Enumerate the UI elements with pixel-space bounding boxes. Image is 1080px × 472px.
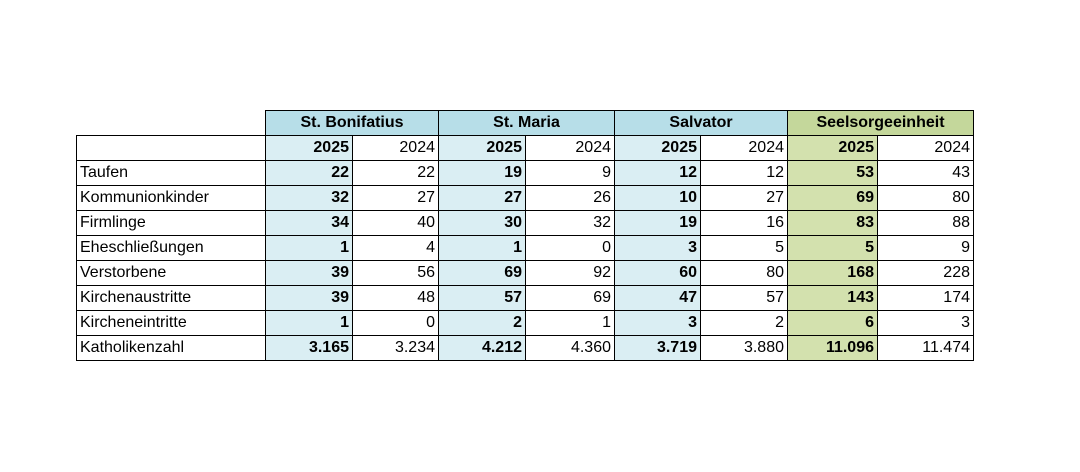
cell-value: 228 <box>877 260 974 286</box>
cell-value: 5 <box>787 235 878 261</box>
cell-value: 56 <box>352 260 439 286</box>
cell-value: 39 <box>265 285 353 311</box>
cell-value: 80 <box>700 260 788 286</box>
cell-value: 39 <box>265 260 353 286</box>
year-header: 2024 <box>525 135 615 161</box>
cell-value: 32 <box>265 185 353 211</box>
cell-value: 47 <box>614 285 701 311</box>
cell-value: 4.360 <box>525 335 615 361</box>
cell-value: 11.096 <box>787 335 878 361</box>
cell-value: 11.474 <box>877 335 974 361</box>
statistics-table: St. Bonifatius St. Maria Salvator Seelsorge… <box>76 110 974 361</box>
cell-value: 12 <box>614 160 701 186</box>
cell-value: 80 <box>877 185 974 211</box>
row-label: Firmlinge <box>76 210 266 236</box>
cell-value: 0 <box>525 235 615 261</box>
cell-value: 83 <box>787 210 878 236</box>
year-header-row: 2025 2024 2025 2024 2025 2024 2025 2024 <box>76 135 974 161</box>
cell-value: 2 <box>438 310 526 336</box>
cell-value: 22 <box>265 160 353 186</box>
empty-cell <box>77 111 266 136</box>
group-header: Seelsorgeeinheit <box>787 110 974 136</box>
cell-value: 43 <box>877 160 974 186</box>
data-row: Kircheneintritte 1 0 2 1 3 2 6 3 <box>76 310 974 336</box>
cell-value: 3.880 <box>700 335 788 361</box>
cell-value: 26 <box>525 185 615 211</box>
year-header: 2024 <box>700 135 788 161</box>
cell-value: 6 <box>787 310 878 336</box>
cell-value: 12 <box>700 160 788 186</box>
row-label: Kirchenaustritte <box>76 285 266 311</box>
cell-value: 4 <box>352 235 439 261</box>
year-header: 2025 <box>265 135 353 161</box>
cell-value: 0 <box>352 310 439 336</box>
cell-value: 19 <box>438 160 526 186</box>
empty-cell <box>76 135 266 161</box>
cell-value: 57 <box>438 285 526 311</box>
data-row: Taufen 22 22 19 9 12 12 53 43 <box>76 160 974 186</box>
cell-value: 22 <box>352 160 439 186</box>
cell-value: 32 <box>525 210 615 236</box>
cell-value: 69 <box>525 285 615 311</box>
cell-value: 48 <box>352 285 439 311</box>
cell-value: 57 <box>700 285 788 311</box>
data-row: Katholikenzahl 3.165 3.234 4.212 4.360 3.719 3… <box>76 335 974 361</box>
group-header: St. Maria <box>438 110 615 136</box>
cell-value: 40 <box>352 210 439 236</box>
row-label: Kommunionkinder <box>76 185 266 211</box>
cell-value: 27 <box>700 185 788 211</box>
cell-value: 1 <box>525 310 615 336</box>
cell-value: 34 <box>265 210 353 236</box>
year-header: 2025 <box>787 135 878 161</box>
cell-value: 1 <box>438 235 526 261</box>
row-label: Katholikenzahl <box>76 335 266 361</box>
cell-value: 53 <box>787 160 878 186</box>
cell-value: 69 <box>438 260 526 286</box>
cell-value: 3.165 <box>265 335 353 361</box>
group-header: St. Bonifatius <box>265 110 439 136</box>
cell-value: 60 <box>614 260 701 286</box>
cell-value: 2 <box>700 310 788 336</box>
table-body: St. Bonifatius St. Maria Salvator Seelsorge… <box>76 110 974 361</box>
data-row: Kommunionkinder 32 27 27 26 10 27 69 80 <box>76 185 974 211</box>
cell-value: 9 <box>525 160 615 186</box>
group-header: Salvator <box>614 110 788 136</box>
data-row: Eheschließungen 1 4 1 0 3 5 5 9 <box>76 235 974 261</box>
year-header: 2025 <box>614 135 701 161</box>
cell-value: 16 <box>700 210 788 236</box>
cell-value: 69 <box>787 185 878 211</box>
data-row: Kirchenaustritte 39 48 57 69 47 57 143 174 <box>76 285 974 311</box>
cell-value: 27 <box>438 185 526 211</box>
cell-value: 4.212 <box>438 335 526 361</box>
cell-value: 30 <box>438 210 526 236</box>
cell-value: 3 <box>614 235 701 261</box>
cell-value: 3 <box>614 310 701 336</box>
cell-value: 5 <box>700 235 788 261</box>
data-row: Firmlinge 34 40 30 32 19 16 83 88 <box>76 210 974 236</box>
cell-value: 174 <box>877 285 974 311</box>
cell-value: 9 <box>877 235 974 261</box>
cell-value: 143 <box>787 285 878 311</box>
cell-value: 3 <box>877 310 974 336</box>
row-label: Eheschließungen <box>76 235 266 261</box>
cell-value: 10 <box>614 185 701 211</box>
cell-value: 1 <box>265 310 353 336</box>
cell-value: 1 <box>265 235 353 261</box>
group-header-row: St. Bonifatius St. Maria Salvator Seelsorge… <box>77 110 974 136</box>
cell-value: 3.719 <box>614 335 701 361</box>
row-label: Kircheneintritte <box>76 310 266 336</box>
year-header: 2024 <box>877 135 974 161</box>
cell-value: 3.234 <box>352 335 439 361</box>
cell-value: 168 <box>787 260 878 286</box>
cell-value: 88 <box>877 210 974 236</box>
cell-value: 27 <box>352 185 439 211</box>
cell-value: 92 <box>525 260 615 286</box>
year-header: 2024 <box>352 135 439 161</box>
cell-value: 19 <box>614 210 701 236</box>
data-row: Verstorbene 39 56 69 92 60 80 168 228 <box>76 260 974 286</box>
year-header: 2025 <box>438 135 526 161</box>
row-label: Verstorbene <box>76 260 266 286</box>
row-label: Taufen <box>76 160 266 186</box>
